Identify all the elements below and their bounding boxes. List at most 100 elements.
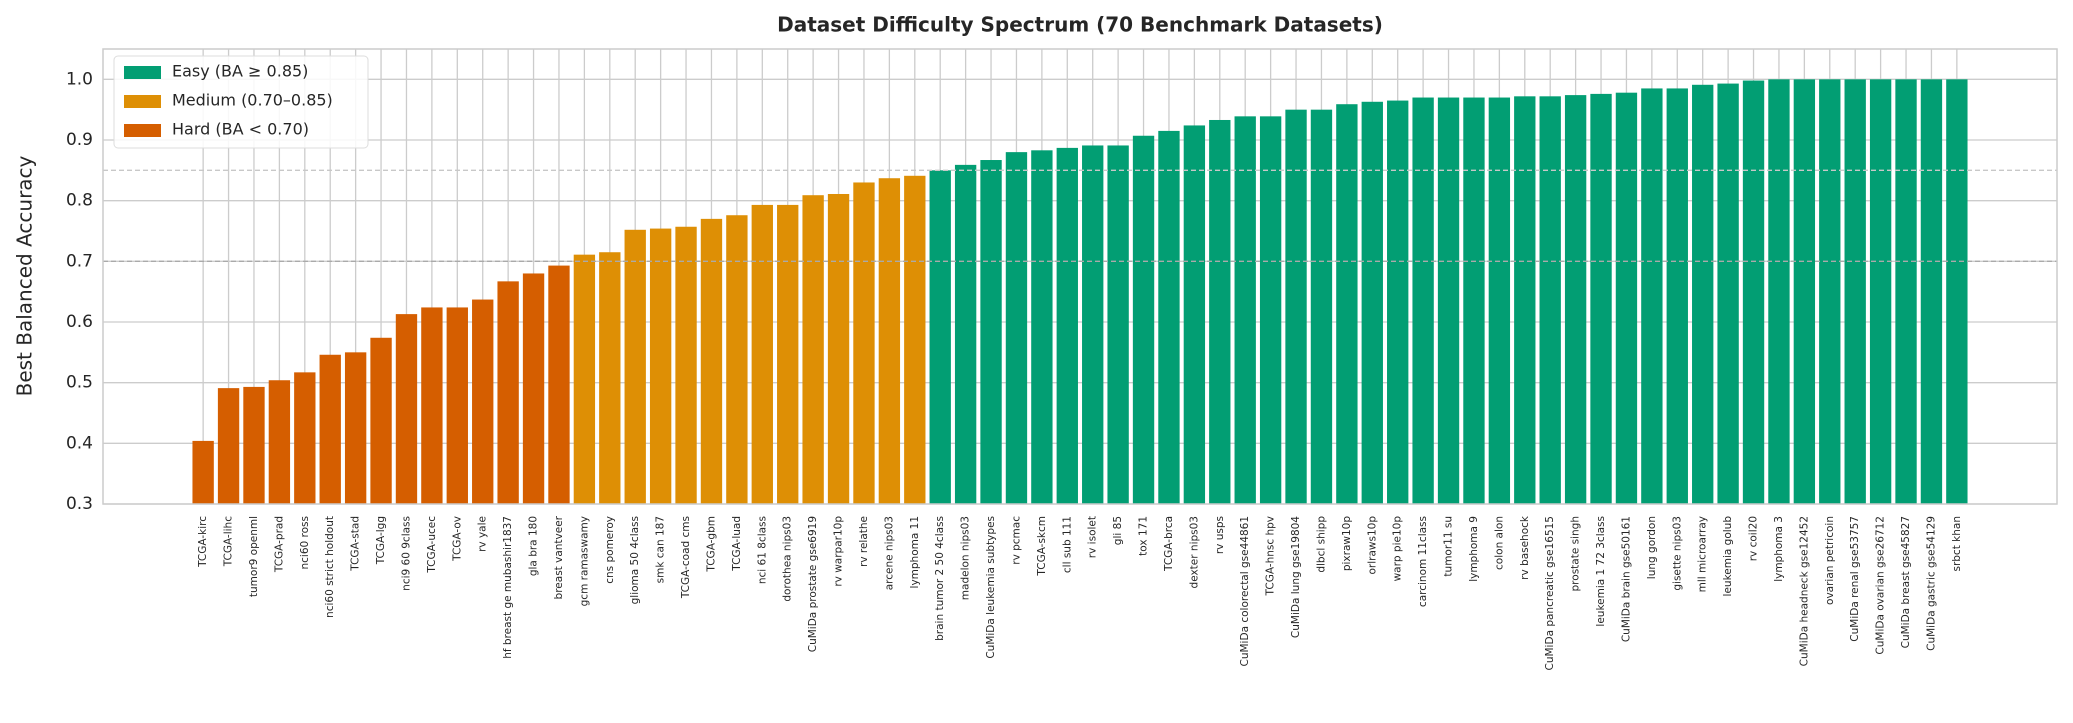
bar <box>904 175 926 504</box>
bar <box>395 314 418 504</box>
x-tick-label: hf breast ge mubashir1837 <box>502 516 514 659</box>
x-tick-label: CuMiDa colorectal gse44861 <box>1239 516 1251 666</box>
bar <box>1641 88 1663 504</box>
x-tick-label: TCGA-skcm <box>1036 516 1048 577</box>
x-tick-label: nci60 ross <box>299 516 311 570</box>
bar <box>1666 88 1688 504</box>
x-tick-label: lymphoma 9 <box>1468 516 1480 582</box>
x-tick-label: cns pomeroy <box>604 516 616 584</box>
legend-label: Easy (BA ≥ 0.85) <box>172 62 308 81</box>
bar <box>599 252 621 504</box>
x-tick-label: TCGA-stad <box>350 516 362 572</box>
bar <box>802 195 824 504</box>
bar <box>726 215 748 504</box>
bar <box>1946 79 1968 504</box>
x-tick-label: prostate singh <box>1570 516 1582 591</box>
y-tick-label: 0.6 <box>66 312 93 332</box>
x-tick-label: tox 171 <box>1138 516 1150 556</box>
bar <box>649 228 672 504</box>
x-tick-label: cll sub 111 <box>1061 516 1073 573</box>
x-tick-label: CuMiDa lung gse19804 <box>1290 516 1302 638</box>
x-tick-label: gisette nips03 <box>1671 516 1683 591</box>
bar <box>954 164 977 504</box>
bar <box>1615 92 1638 505</box>
x-tick-label: CuMiDa prostate gse6919 <box>807 516 819 652</box>
x-tick-label: glioma 50 4class <box>629 516 641 604</box>
x-tick-label: CuMiDa ovarian gse26712 <box>1875 516 1887 655</box>
plot-frame <box>102 48 2058 505</box>
x-tick-label: TCGA-gbm <box>705 516 717 573</box>
x-tick-label: rv basehock <box>1519 515 1531 580</box>
x-tick-label: orlraws10p <box>1366 516 1378 575</box>
bar <box>319 354 341 504</box>
x-tick-label: gla bra 180 <box>528 516 540 576</box>
x-tick-label: tumor11 su <box>1443 516 1455 577</box>
bar <box>344 352 367 504</box>
bar <box>1031 150 1053 504</box>
x-tick-label: tumor9 openml <box>248 516 260 597</box>
x-tick-label: CuMiDa renal gse53757 <box>1849 516 1861 642</box>
bar <box>1336 104 1358 504</box>
bar <box>624 229 646 504</box>
x-tick-label: TCGA-luad <box>731 516 743 572</box>
bar <box>497 281 519 504</box>
bar <box>1361 101 1383 504</box>
legend-label: Medium (0.70–0.85) <box>172 91 333 110</box>
bar <box>1412 97 1434 505</box>
bar <box>980 160 1002 504</box>
y-tick-label: 0.3 <box>66 494 93 514</box>
bar <box>1463 97 1485 505</box>
x-tick-label: rv relathe <box>858 516 870 567</box>
bar <box>1488 97 1511 505</box>
bar <box>1844 79 1866 504</box>
x-tick-label: TCGA-lgg <box>375 516 387 565</box>
x-tick-label: CuMiDa leukemia subtypes <box>985 516 997 659</box>
chart-title: Dataset Difficulty Spectrum (70 Benchmar… <box>777 13 1383 37</box>
bar <box>1742 80 1765 505</box>
x-tick-label: rv warpar10p <box>833 516 845 587</box>
bar <box>548 265 570 504</box>
y-tick-label: 0.4 <box>66 433 93 453</box>
bar <box>268 380 291 504</box>
bar <box>777 204 799 504</box>
bar <box>878 178 901 504</box>
x-tick-label: rv usps <box>1214 516 1226 554</box>
x-tick-label: dexter nips03 <box>1188 516 1200 588</box>
y-tick-label: 0.8 <box>66 191 93 211</box>
bar <box>1793 79 1816 504</box>
bar <box>929 170 951 505</box>
bar <box>370 337 392 504</box>
x-tick-label: TCGA-lihc <box>223 516 235 567</box>
legend: Easy (BA ≥ 0.85) Medium (0.70–0.85) Hard (… <box>113 55 369 149</box>
bar <box>1310 109 1333 505</box>
x-tick-label: srbct khan <box>1951 516 1963 572</box>
legend-swatch <box>124 66 161 79</box>
x-tick-label: colon alon <box>1493 516 1505 570</box>
x-tick-label: dorothea nips03 <box>782 516 794 602</box>
x-tick-label: CuMiDa pancreatic gse16515 <box>1544 516 1556 670</box>
x-tick-label: leukemia 1 72 3class <box>1595 516 1607 627</box>
x-tick-label: CuMiDa headneck gse12452 <box>1798 516 1810 666</box>
bar <box>1158 130 1180 504</box>
bar <box>1005 152 1028 504</box>
x-tick-label: madelon nips03 <box>960 516 972 600</box>
x-tick-label: TCGA-ucec <box>426 516 438 574</box>
bar <box>1285 109 1307 505</box>
bar <box>700 218 723 504</box>
x-tick-label: arcene nips03 <box>883 516 895 590</box>
y-tick-label: 1.0 <box>66 69 93 89</box>
bar <box>1056 147 1078 505</box>
bar <box>1895 79 1917 504</box>
x-tick-label: CuMiDa brain gse50161 <box>1620 516 1632 642</box>
bar <box>573 254 596 504</box>
bar <box>294 372 316 504</box>
x-tick-label: gcm ramaswamy <box>578 516 590 606</box>
bar <box>1209 119 1231 504</box>
x-tick-label: warp pie10p <box>1392 516 1404 582</box>
bar <box>1132 135 1155 504</box>
x-tick-label: lung gordon <box>1646 516 1658 579</box>
bar <box>243 386 265 504</box>
x-tick-label: nci60 strict holdout <box>324 516 336 618</box>
x-tick-label: TCGA-coad cms <box>680 516 692 599</box>
